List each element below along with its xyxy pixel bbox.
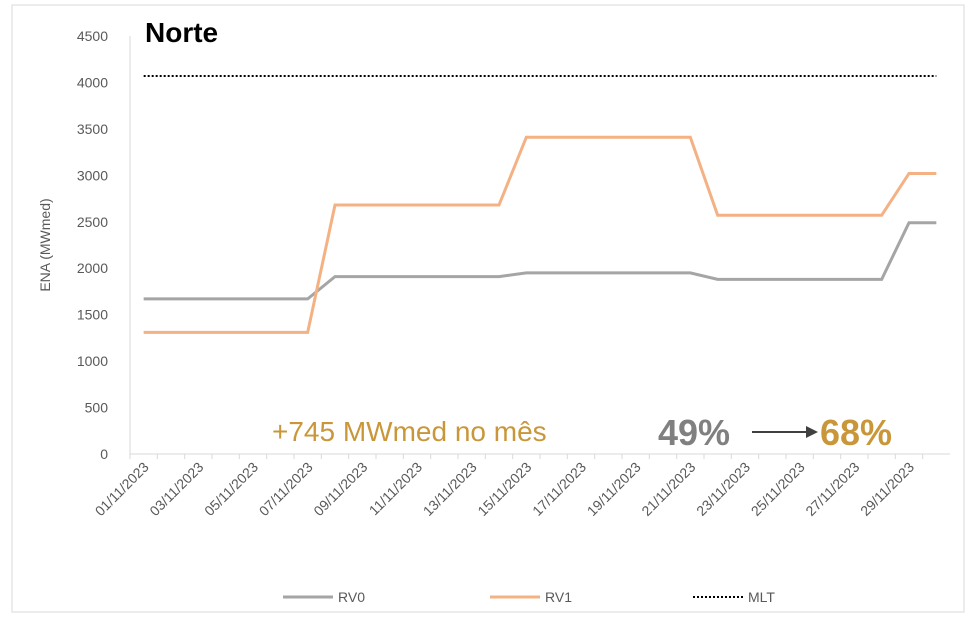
y-tick-label: 0 — [100, 446, 108, 462]
annotation: 49% — [658, 412, 730, 453]
legend-label: MLT — [748, 589, 775, 605]
y-tick-label: 1000 — [77, 353, 108, 369]
legend-label: RV0 — [338, 589, 365, 605]
chart-frame — [11, 4, 965, 613]
y-tick-label: 4500 — [77, 28, 108, 44]
y-tick-label: 4000 — [77, 74, 108, 90]
y-tick-label: 3000 — [77, 167, 108, 183]
y-tick-label: 1500 — [77, 307, 108, 323]
y-tick-label: 2000 — [77, 260, 108, 276]
line-series — [143, 135, 937, 334]
line-series — [143, 221, 937, 301]
legend-label: RV1 — [545, 589, 572, 605]
annotation: +745 MWmed no mês — [272, 416, 547, 447]
y-axis-label: ENA (MWmed) — [37, 198, 53, 291]
annotation: 68% — [820, 412, 892, 453]
y-tick-label: 500 — [85, 400, 109, 416]
y-tick-label: 3500 — [77, 121, 108, 137]
arrow-head — [806, 426, 818, 438]
chart-title: Norte — [145, 17, 218, 48]
y-tick-label: 2500 — [77, 214, 108, 230]
